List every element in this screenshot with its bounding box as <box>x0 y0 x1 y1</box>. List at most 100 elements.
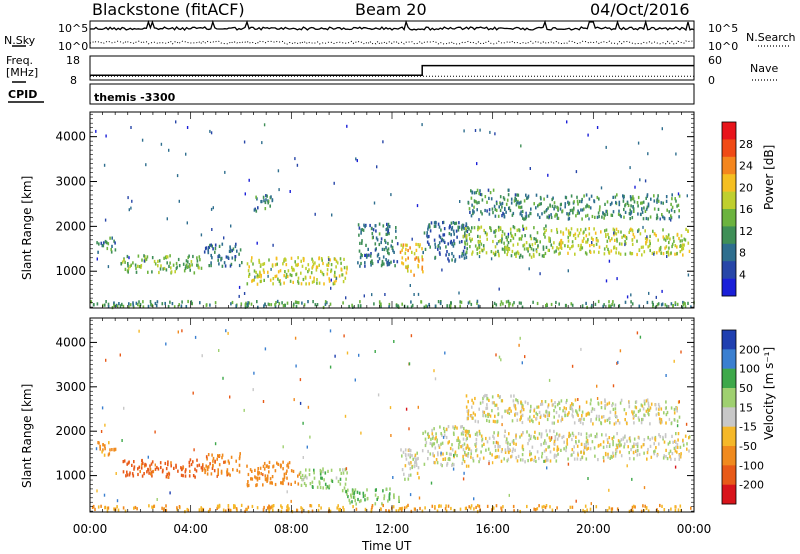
velocity-echo-cell <box>666 457 669 461</box>
x-axis-label: Time UT <box>362 539 412 553</box>
power-echo-cell <box>661 215 664 219</box>
power-scatter-dot <box>330 286 332 290</box>
velocity-scatter-dot <box>418 496 421 500</box>
velocity-echo-cell <box>400 509 403 513</box>
velocity-echo-cell <box>555 459 558 463</box>
power-echo-cell <box>497 228 500 232</box>
power-echo-cell <box>250 259 253 263</box>
velocity-echo-cell <box>226 468 229 472</box>
velocity-echo-cell <box>431 428 433 432</box>
power-echo-cell <box>551 204 554 208</box>
power-echo-cell <box>256 197 258 201</box>
power-echo-cell <box>360 252 362 256</box>
velocity-echo-cell <box>418 476 420 480</box>
power-scatter-dot <box>376 165 378 169</box>
power-echo-cell <box>340 267 343 271</box>
power-echo-cell <box>395 226 397 230</box>
power-colorbar-tick: 24 <box>739 160 753 173</box>
power-echo-cell <box>421 267 423 271</box>
velocity-echo-cell <box>136 507 138 511</box>
velocity-echo-cell <box>404 477 406 481</box>
power-echo-cell <box>387 228 390 232</box>
velocity-echo-cell <box>521 453 524 457</box>
velocity-echo-cell <box>322 470 324 474</box>
power-echo-cell <box>285 263 288 267</box>
velocity-echo-cell <box>548 413 550 418</box>
power-echo-cell <box>211 256 213 260</box>
power-echo-cell <box>269 204 271 208</box>
velocity-scatter-dot <box>262 473 264 477</box>
velocity-echo-cell <box>567 412 569 416</box>
power-echo-cell <box>135 301 138 305</box>
power-echo-cell <box>105 300 107 304</box>
velocity-echo-cell <box>561 435 563 440</box>
power-echo-cell <box>234 255 236 259</box>
velocity-echo-cell <box>256 483 258 487</box>
power-echo-cell <box>459 304 461 308</box>
power-echo-cell <box>229 245 231 249</box>
power-echo-cell <box>434 255 437 259</box>
velocity-echo-cell <box>337 479 340 484</box>
velocity-echo-cell <box>541 505 544 509</box>
velocity-echo-cell <box>556 437 559 441</box>
velocity-echo-cell <box>432 452 434 456</box>
velocity-echo-cell <box>126 473 129 477</box>
velocity-echo-cell <box>625 412 627 416</box>
velocity-echo-cell <box>647 509 650 513</box>
velocity-echo-cell <box>584 504 587 508</box>
power-echo-cell <box>681 239 683 243</box>
velocity-echo-cell <box>565 445 568 449</box>
velocity-echo-cell <box>616 507 619 511</box>
power-echo-cell <box>508 247 511 251</box>
power-echo-cell <box>616 237 618 241</box>
velocity-echo-cell <box>478 460 480 464</box>
power-echo-cell <box>577 234 580 238</box>
velocity-echo-cell <box>560 419 562 423</box>
power-echo-cell <box>464 231 466 235</box>
power-echo-cell <box>141 258 143 262</box>
velocity-echo-cell <box>573 457 576 461</box>
power-echo-cell <box>100 241 103 245</box>
power-echo-cell <box>146 255 149 259</box>
power-echo-cell <box>329 258 331 262</box>
velocity-echo-cell <box>259 466 262 470</box>
power-echo-cell <box>683 237 686 241</box>
power-echo-cell <box>361 254 363 258</box>
power-echo-cell <box>370 252 372 256</box>
power-echo-cell <box>569 246 571 251</box>
power-echo-cell <box>683 301 685 305</box>
power-echo-cell <box>549 237 551 241</box>
velocity-echo-cell <box>194 475 196 479</box>
power-echo-cell <box>357 223 360 227</box>
power-echo-cell <box>656 215 659 220</box>
velocity-echo-cell <box>111 448 113 452</box>
power-echo-cell <box>501 234 503 238</box>
velocity-echo-cell <box>530 458 532 462</box>
power-echo-cell <box>499 226 502 230</box>
velocity-echo-cell <box>364 498 366 502</box>
velocity-echo-cell <box>109 448 111 452</box>
velocity-echo-cell <box>533 458 535 463</box>
velocity-echo-cell <box>437 453 439 457</box>
power-echo-cell <box>566 212 568 216</box>
velocity-echo-cell <box>330 478 333 482</box>
power-echo-cell <box>674 197 676 201</box>
power-echo-cell <box>535 206 537 210</box>
power-echo-cell <box>149 300 152 304</box>
velocity-scatter-dot <box>262 400 265 403</box>
velocity-echo-cell <box>339 468 341 472</box>
velocity-echo-cell <box>204 468 207 472</box>
x-tick-label: 08:00 <box>274 522 309 536</box>
power-echo-cell <box>448 252 450 257</box>
power-echo-cell <box>127 264 129 268</box>
power-echo-cell <box>128 305 130 309</box>
power-echo-cell <box>608 304 610 308</box>
power-echo-cell <box>564 303 567 308</box>
power-echo-cell <box>381 262 383 266</box>
velocity-echo-cell <box>142 461 144 465</box>
power-echo-cell <box>495 250 497 254</box>
velocity-echo-cell <box>583 451 585 455</box>
velocity-echo-cell <box>264 474 267 478</box>
velocity-echo-cell <box>301 507 304 511</box>
velocity-echo-cell <box>553 421 555 425</box>
